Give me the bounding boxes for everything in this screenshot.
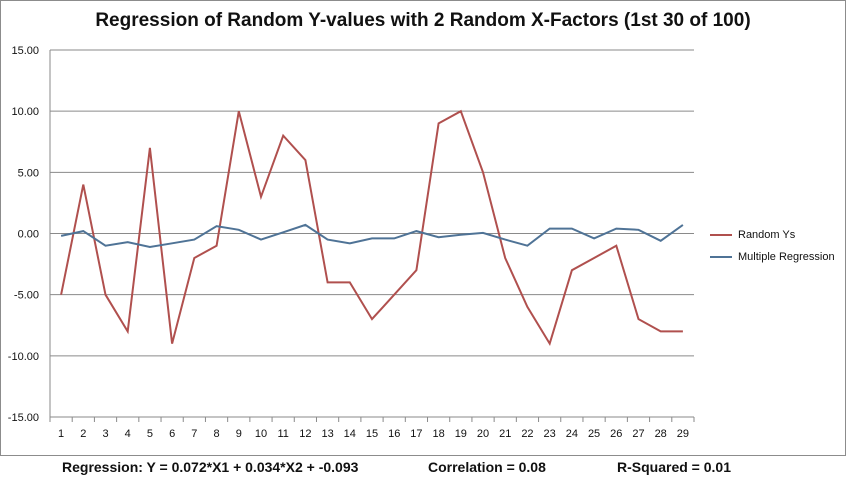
series-line-random-ys [60, 109, 683, 347]
y-tick-label: -10.00 [8, 351, 39, 363]
y-tick-label: -5.00 [14, 290, 39, 302]
x-tick-label: 17 [410, 428, 422, 440]
r-squared-value: R-Squared = 0.01 [617, 459, 731, 475]
x-tick-label: 24 [566, 428, 578, 440]
legend-swatch-multiple-regression [710, 256, 732, 258]
x-tick-label: 15 [366, 428, 378, 440]
y-tick-label: 0.00 [18, 229, 39, 241]
chart-title: Regression of Random Y-values with 2 Ran… [95, 10, 751, 31]
legend-label-random-ys: Random Ys [738, 229, 796, 241]
x-tick-label: 19 [455, 428, 467, 440]
x-tick-label: 21 [499, 428, 511, 440]
x-tick-label: 4 [125, 428, 131, 440]
x-tick-label: 16 [388, 428, 400, 440]
correlation-value: Correlation = 0.08 [428, 459, 546, 475]
x-tick-label: 27 [632, 428, 644, 440]
x-tick-label: 2 [80, 428, 86, 440]
x-tick-label: 8 [213, 428, 219, 440]
series-line-multiple-regression [60, 223, 684, 249]
x-tick-label: 29 [677, 428, 689, 440]
y-tick-label: 15.00 [11, 45, 39, 57]
x-tick-label: 1 [58, 428, 64, 440]
x-tick-label: 3 [102, 428, 108, 440]
x-tick-label: 23 [544, 428, 556, 440]
legend-item-random-ys: Random Ys [710, 224, 835, 246]
x-tick-label: 22 [521, 428, 533, 440]
regression-equation: Regression: Y = 0.072*X1 + 0.034*X2 + -0… [62, 459, 359, 475]
x-tick-label: 9 [236, 428, 242, 440]
x-tick-label: 12 [299, 428, 311, 440]
y-tick-label: -15.00 [8, 412, 39, 424]
legend: Random Ys Multiple Regression [710, 224, 835, 268]
x-tick-label: 11 [277, 428, 288, 440]
x-tick-label: 6 [169, 428, 175, 440]
x-tick-label: 13 [321, 428, 333, 440]
x-tick-label: 25 [588, 428, 600, 440]
legend-swatch-random-ys [710, 234, 732, 236]
x-tick-label: 10 [255, 428, 267, 440]
legend-item-multiple-regression: Multiple Regression [710, 246, 835, 268]
x-tick-label: 14 [344, 428, 356, 440]
y-tick-label: 10.00 [11, 106, 39, 118]
y-tick-label: 5.00 [18, 167, 39, 179]
x-tick-label: 28 [655, 428, 667, 440]
x-tick-label: 20 [477, 428, 489, 440]
x-tick-label: 18 [432, 428, 444, 440]
x-tick-label: 5 [147, 428, 153, 440]
x-tick-label: 7 [191, 428, 197, 440]
x-tick-label: 26 [610, 428, 622, 440]
stats-bar: Regression: Y = 0.072*X1 + 0.034*X2 + -0… [0, 456, 848, 484]
legend-label-multiple-regression: Multiple Regression [738, 251, 835, 263]
